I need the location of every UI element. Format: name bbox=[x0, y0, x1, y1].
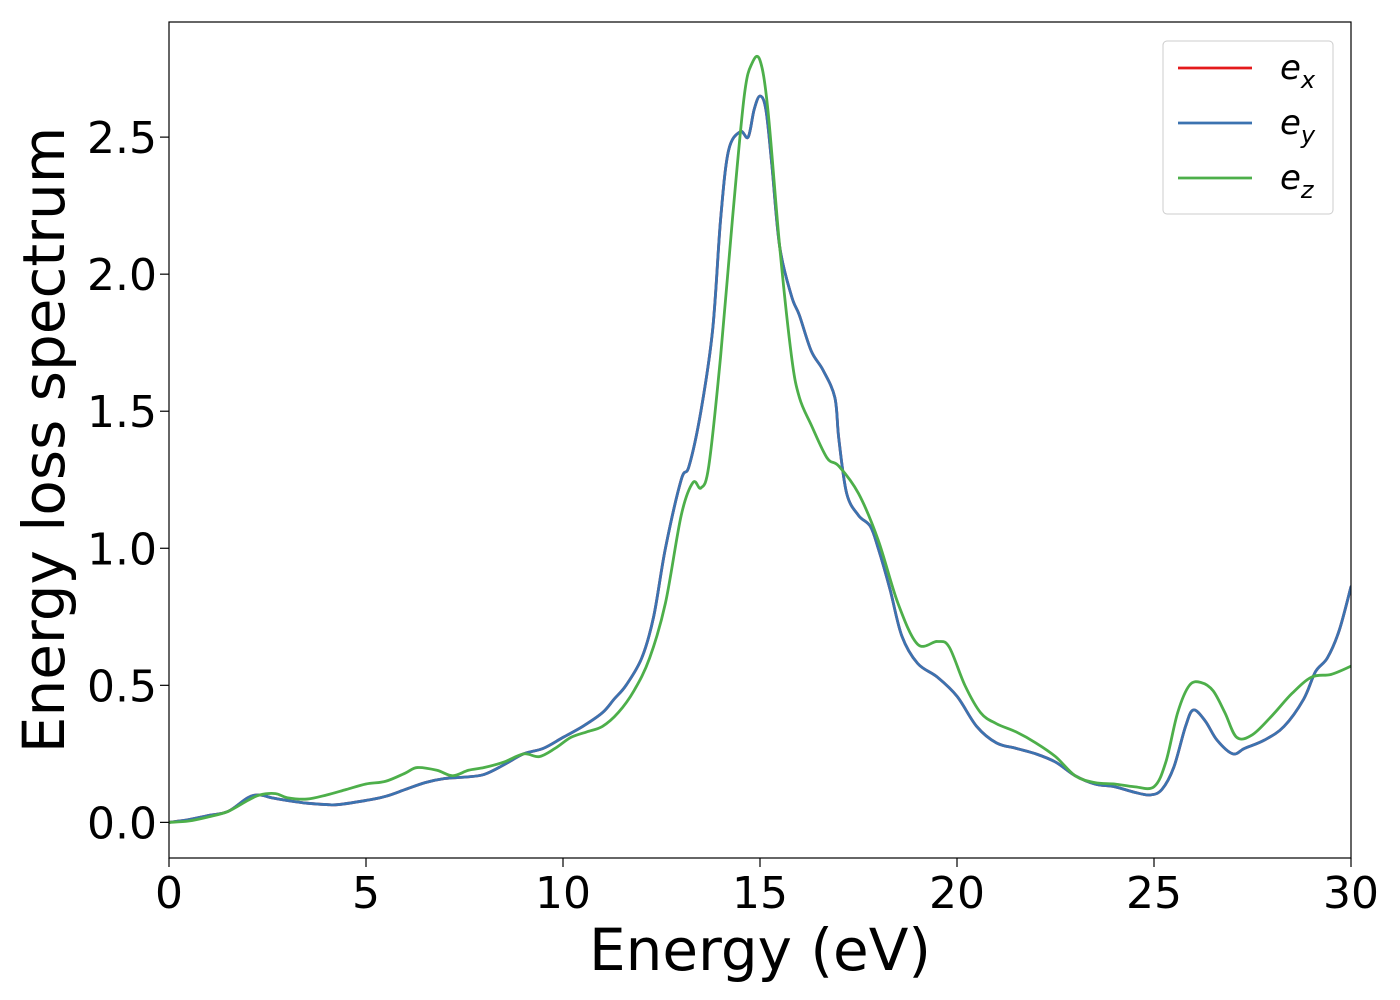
legend-box bbox=[1162, 40, 1334, 215]
y-tick-label: 0.0 bbox=[87, 798, 157, 849]
x-tick-label: 0 bbox=[155, 868, 183, 919]
y-axis-label: Energy loss spectrum bbox=[10, 127, 78, 753]
series-line-z bbox=[169, 54, 1351, 824]
legend: ex ey ez bbox=[1162, 40, 1334, 215]
legend-label-x: ex bbox=[1280, 48, 1316, 94]
x-axis-ticks: 0 5 10 15 20 25 30 bbox=[155, 858, 1379, 919]
legend-label-y: ey bbox=[1280, 103, 1316, 149]
x-tick-label: 25 bbox=[1126, 868, 1182, 919]
y-tick-label: 0.5 bbox=[87, 661, 157, 712]
y-tick-label: 2.5 bbox=[87, 113, 157, 164]
y-axis-ticks: 0.0 0.5 1.0 1.5 2.0 2.5 bbox=[87, 113, 169, 849]
x-tick-label: 20 bbox=[929, 868, 985, 919]
y-tick-label: 1.5 bbox=[87, 387, 157, 438]
x-axis-label: Energy (eV) bbox=[589, 916, 931, 984]
x-tick-label: 15 bbox=[732, 868, 788, 919]
x-tick-label: 10 bbox=[535, 868, 591, 919]
x-tick-label: 30 bbox=[1323, 868, 1379, 919]
series-layer bbox=[169, 54, 1351, 824]
x-tick-label: 5 bbox=[352, 868, 380, 919]
legend-label-z: ez bbox=[1280, 158, 1315, 204]
y-tick-label: 2.0 bbox=[87, 250, 157, 301]
y-tick-label: 1.0 bbox=[87, 524, 157, 575]
